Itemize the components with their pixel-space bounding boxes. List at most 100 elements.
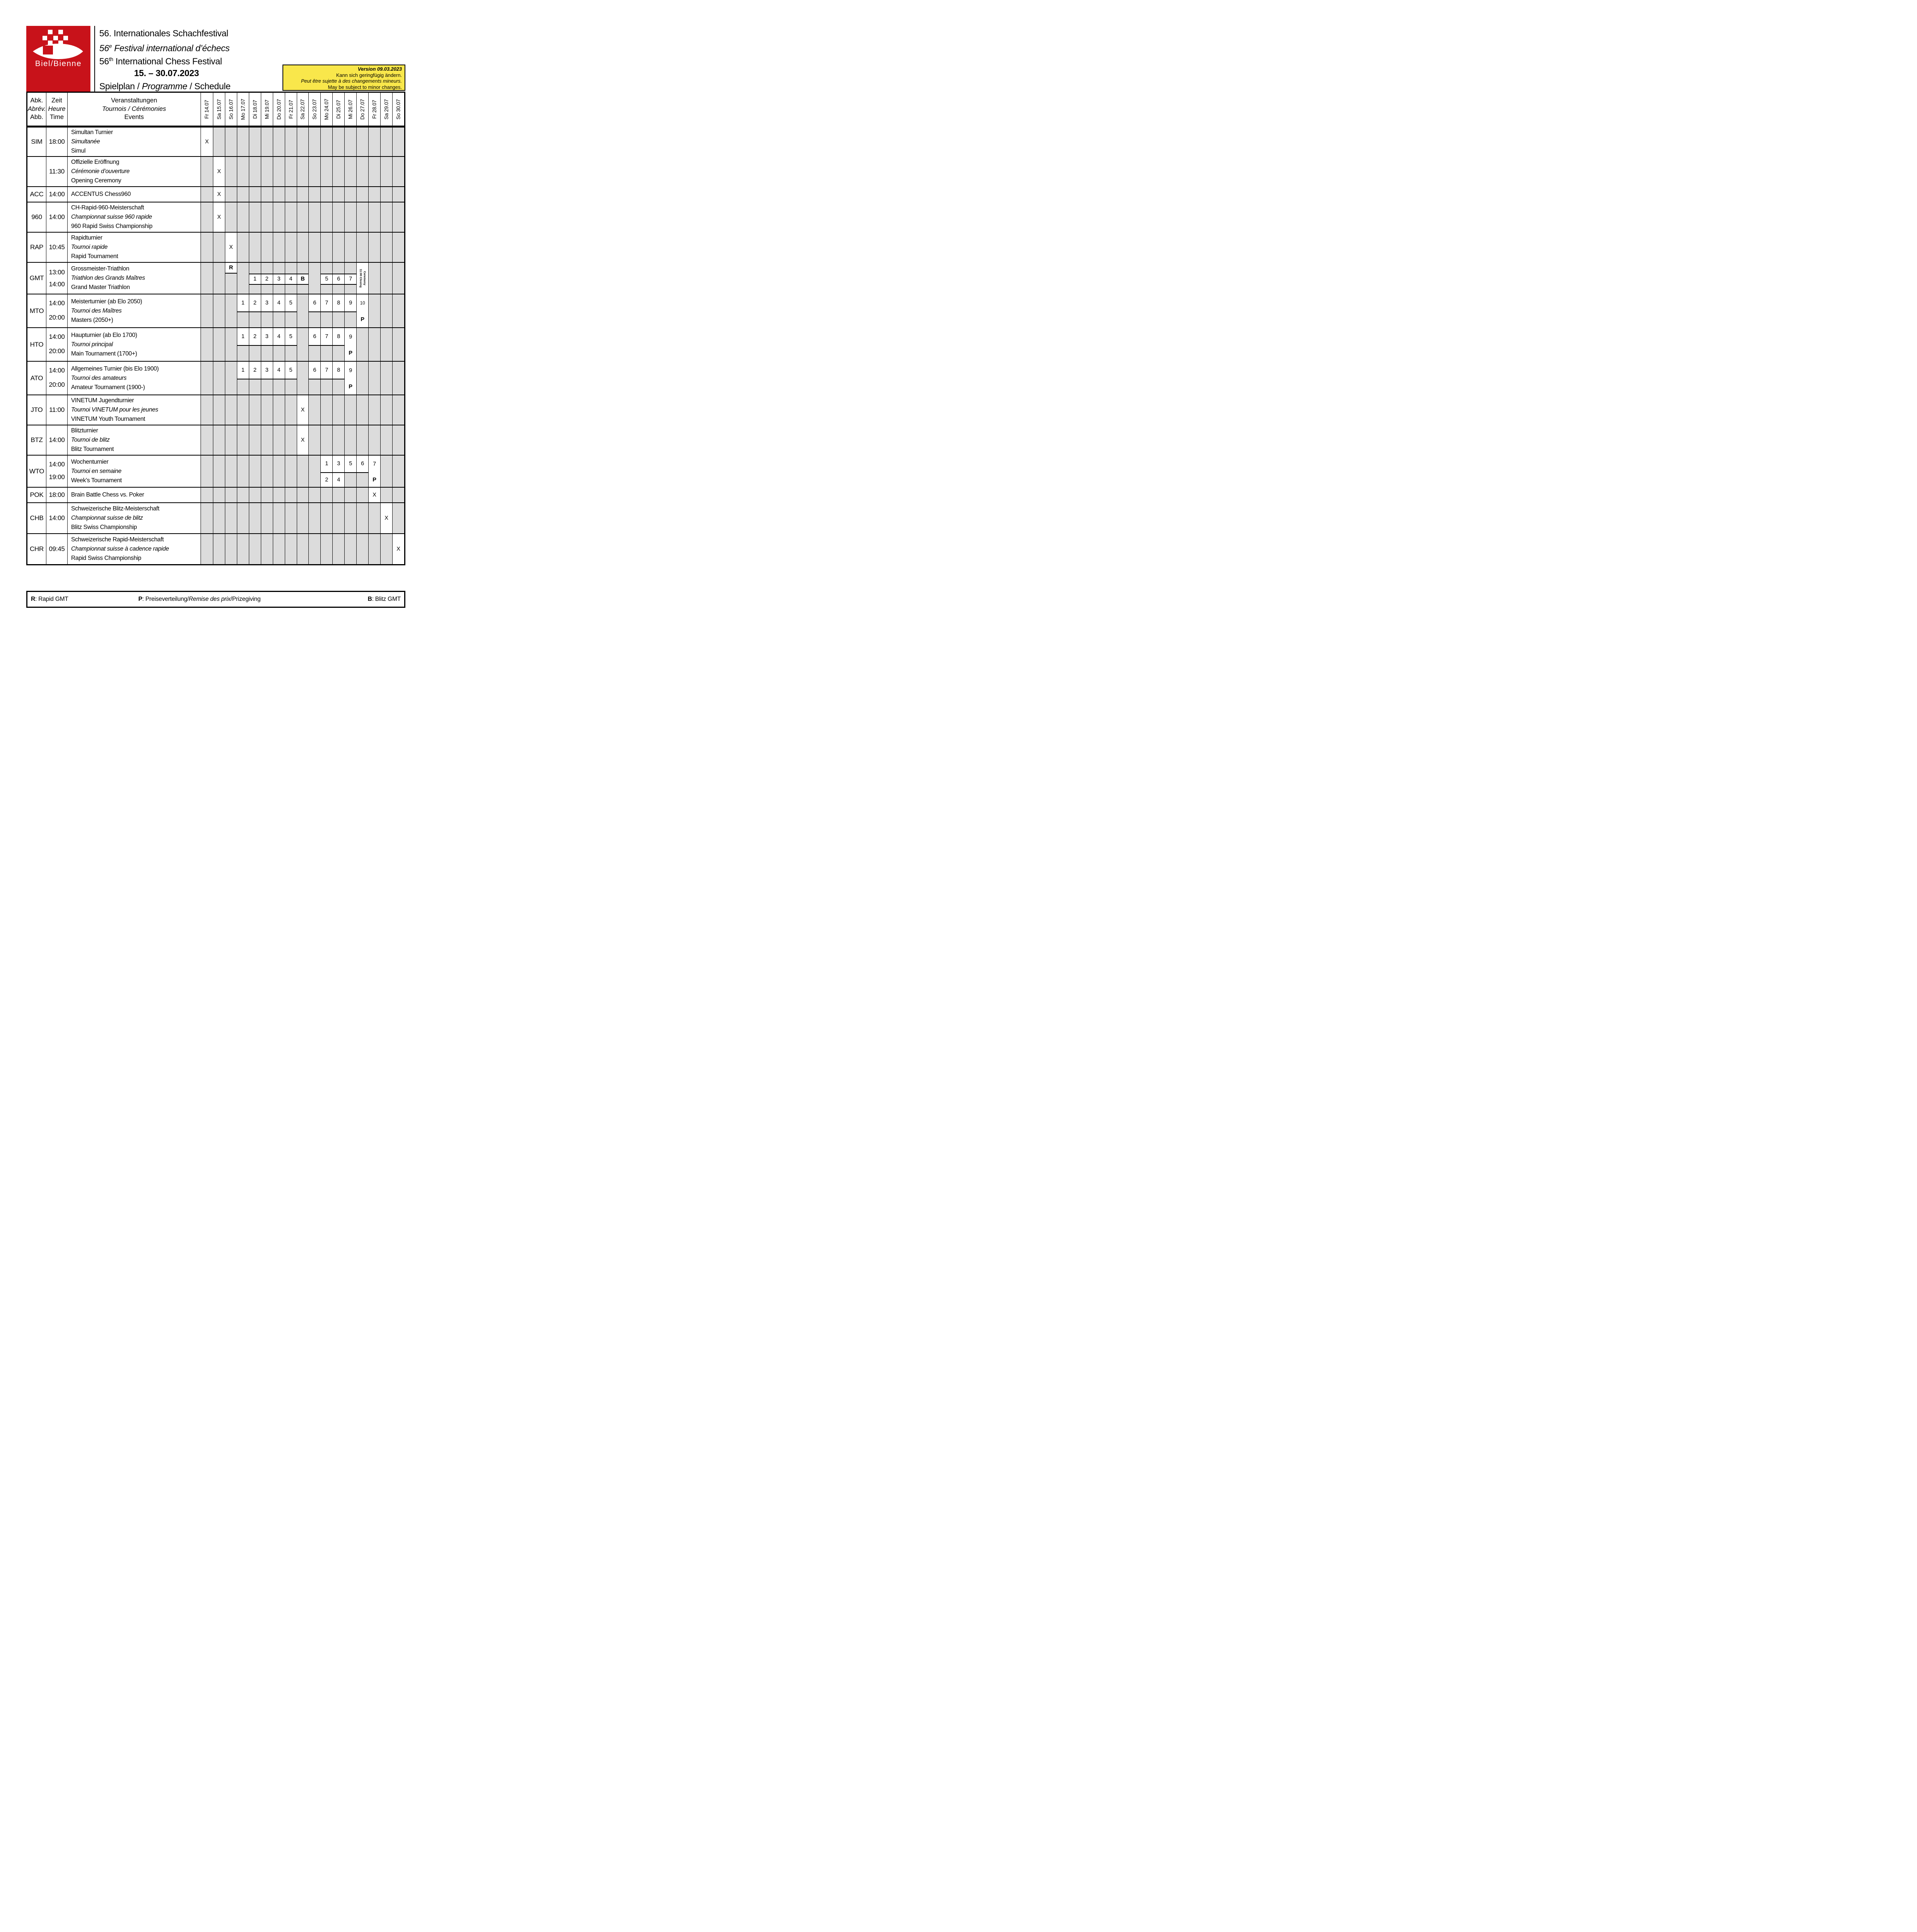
empty-cell xyxy=(368,233,381,262)
event-abbr: RAP xyxy=(27,233,46,262)
event-time: 11:00 xyxy=(46,395,68,425)
date-grid: X xyxy=(201,503,404,533)
empty-cell xyxy=(368,187,381,202)
round-mark-cell: 6 xyxy=(356,456,369,473)
round-mark-cell: 5 xyxy=(320,274,333,285)
round-mark-cell: X xyxy=(213,202,225,232)
empty-cell xyxy=(225,345,237,361)
empty-cell xyxy=(201,157,213,186)
text-line: Cérémonie d’ouverture xyxy=(71,168,130,175)
time-value: 14:00 xyxy=(49,213,65,221)
empty-cell xyxy=(344,233,357,262)
event-abbr: MTO xyxy=(27,294,46,327)
empty-cell xyxy=(392,128,404,156)
time-value: 14:00 xyxy=(49,299,65,307)
empty-cell xyxy=(272,284,285,294)
date-grid: X xyxy=(201,488,404,502)
empty-cell xyxy=(201,202,213,232)
schedule-row: RAP 10:45 Rapidturnier Tournoi rapide Rapid … xyxy=(27,232,404,262)
empty-cell xyxy=(296,233,309,262)
text-line: VINETUM Jugendturnier xyxy=(71,397,134,404)
empty-cell xyxy=(236,128,249,156)
corner-abbr: Abk. Abrév. Abb. xyxy=(27,93,46,126)
round-mark-cell: 6 xyxy=(332,274,345,285)
empty-cell xyxy=(296,503,309,533)
date-header-strip: Fr 14.07 Sa 15.07 So 16.07 Mo 17.07 Di 18.07… xyxy=(201,93,404,126)
empty-cell xyxy=(320,233,333,262)
text-line: Tournoi rapide xyxy=(71,244,108,250)
empty-cell xyxy=(260,284,273,294)
empty-cell xyxy=(308,425,321,455)
empty-cell xyxy=(236,503,249,533)
event-name: CH-Rapid-960-Meisterschaft Championnat su… xyxy=(68,202,201,232)
date-column-header: Fr 21.07 xyxy=(284,93,297,126)
round-mark-cell: X xyxy=(213,187,225,202)
empty-cell xyxy=(284,202,297,232)
round-mark-cell: 5 xyxy=(284,362,297,379)
empty-cell xyxy=(296,202,309,232)
text-line: Tournoi principal xyxy=(71,341,113,348)
round-mark-cell: 3 xyxy=(260,294,273,312)
text-line: Time xyxy=(49,114,64,121)
text-line: Offizielle Eröffnung xyxy=(71,159,119,165)
text-line: Schweizerische Blitz-Meisterschaft xyxy=(71,505,160,512)
empty-cell xyxy=(308,233,321,262)
empty-cell xyxy=(392,312,404,327)
event-name: Schweizerische Blitz-Meisterschaft Champi… xyxy=(68,503,201,533)
empty-cell xyxy=(356,128,369,156)
empty-cell xyxy=(213,456,225,473)
empty-cell xyxy=(368,284,381,294)
empty-cell xyxy=(392,274,404,285)
empty-cell xyxy=(296,362,309,379)
empty-cell xyxy=(248,473,261,487)
date-grid: R 1 2 3 4 B 5 6 7 11:00 Closing Ceremony xyxy=(201,263,404,294)
text-line: Tournois / Cérémonies xyxy=(102,105,166,112)
empty-cell xyxy=(236,157,249,186)
time-value: 18:00 xyxy=(49,138,65,145)
empty-cell xyxy=(225,328,237,346)
empty-cell xyxy=(332,534,345,564)
text-line: Allgemeines Turnier (bis Elo 1900) xyxy=(71,365,159,372)
empty-cell xyxy=(392,187,404,202)
round-mark-cell: X xyxy=(201,128,213,156)
event-abbr: HTO xyxy=(27,328,46,361)
empty-cell xyxy=(344,534,357,564)
round-mark-cell: 3 xyxy=(272,274,285,285)
text-line: Masters (2050+) xyxy=(71,316,113,323)
empty-cell xyxy=(380,274,393,285)
date-label: Mo 24.07 xyxy=(323,99,330,120)
round-mark-cell: 1 xyxy=(236,328,249,346)
round-mark-cell: X xyxy=(380,503,393,533)
schedule-row: JTO 11:00 VINETUM Jugendturnier Tournoi VIN… xyxy=(27,395,404,425)
date-label: Sa 15.07 xyxy=(216,99,222,119)
text-line: Heure xyxy=(48,105,66,112)
event-name: Blitzturnier Tournoi de blitz Blitz Tourna… xyxy=(68,425,201,455)
schedule-row: HTO 14:00 20:00 Haupturnier (ab Elo 1700) To… xyxy=(27,327,404,361)
empty-cell xyxy=(213,274,225,285)
time-value: 14:00 xyxy=(49,333,65,340)
empty-cell xyxy=(332,128,345,156)
date-column-header: Di 18.07 xyxy=(248,93,261,126)
event-name: Offizielle Eröffnung Cérémonie d’ouvertur… xyxy=(68,157,201,186)
text-line: Brain Battle Chess vs. Poker xyxy=(71,492,144,498)
event-abbr: POK xyxy=(27,488,46,502)
ceremony-text: Ceremony xyxy=(363,271,367,286)
empty-cell xyxy=(356,328,369,346)
round-mark-cell: 1 xyxy=(320,456,333,473)
round-mark-cell: 3 xyxy=(260,328,273,346)
text-line: Rapid Swiss Championship xyxy=(71,555,141,561)
empty-cell xyxy=(308,128,321,156)
schedule-row: SIM 18:00 Simultan Turnier Simultanée Simul X xyxy=(27,127,404,156)
date-column-header: Sa 15.07 xyxy=(213,93,225,126)
empty-cell xyxy=(236,534,249,564)
time-value: 10:45 xyxy=(49,243,65,251)
empty-cell xyxy=(368,534,381,564)
date-label: Mo 17.07 xyxy=(240,99,246,120)
empty-cell xyxy=(260,534,273,564)
empty-cell xyxy=(201,503,213,533)
event-time: 14:00 xyxy=(46,202,68,232)
empty-cell xyxy=(368,345,381,361)
date-column-header: Do 20.07 xyxy=(272,93,285,126)
event-time: 18:00 xyxy=(46,128,68,156)
empty-cell xyxy=(201,284,213,294)
